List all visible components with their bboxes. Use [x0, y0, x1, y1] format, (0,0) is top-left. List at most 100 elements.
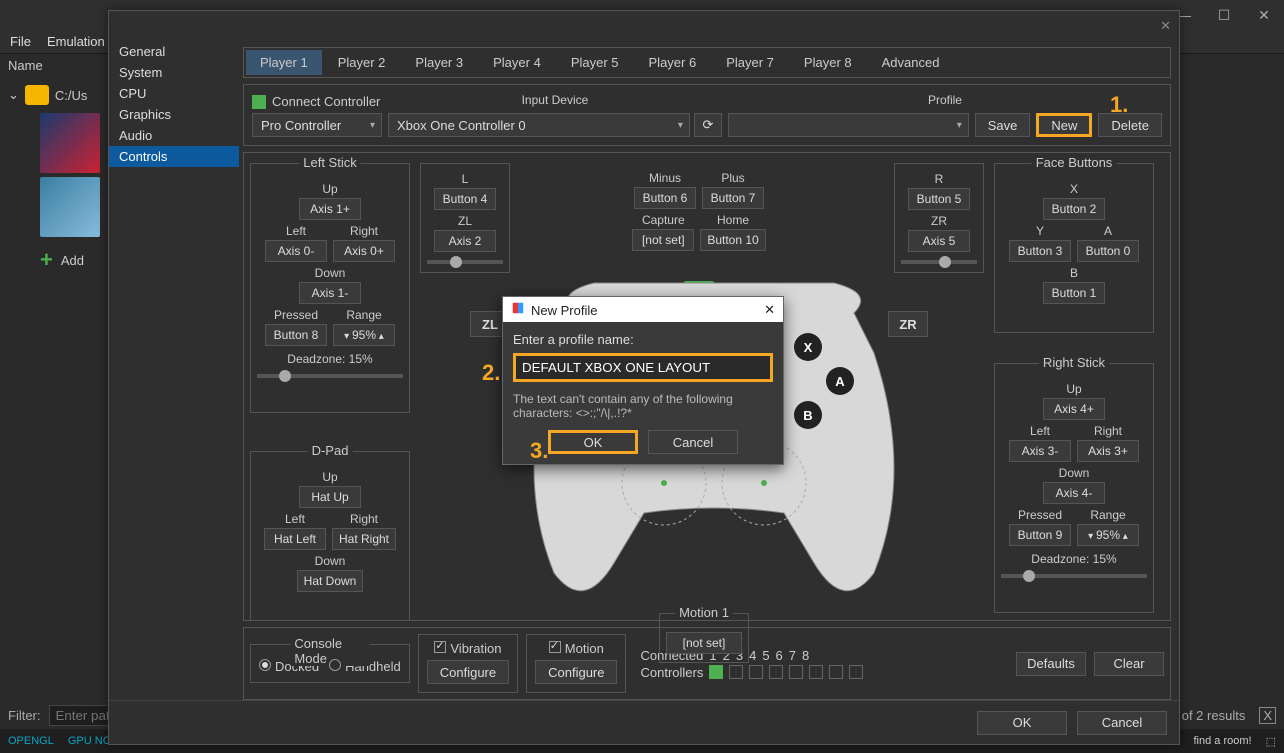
motion-check[interactable]: Motion	[549, 641, 604, 656]
rs-deadzone-slider[interactable]	[1001, 574, 1147, 578]
dp-down-label: Down	[315, 554, 346, 568]
cc-sq8[interactable]	[849, 665, 863, 679]
capture-bind[interactable]: [not set]	[632, 229, 694, 251]
y-bind[interactable]: Button 3	[1009, 240, 1071, 262]
motion-configure-button[interactable]: Configure	[535, 660, 617, 684]
settings-titlebar: ✕	[109, 11, 1179, 41]
bg-left-panel: Name ⌄ C:/Us + Add	[0, 54, 110, 753]
tab-player1[interactable]: Player 1	[246, 50, 322, 75]
delete-button[interactable]: Delete	[1098, 113, 1162, 137]
r-bind[interactable]: Button 5	[908, 188, 970, 210]
motion-bind[interactable]: [not set]	[666, 632, 742, 654]
tab-player2[interactable]: Player 2	[324, 50, 400, 75]
ls-right-bind[interactable]: Axis 0+	[333, 240, 395, 262]
nav-controls[interactable]: Controls	[109, 146, 239, 167]
nav-system[interactable]: System	[109, 62, 239, 83]
ls-pressed-bind[interactable]: Button 8	[265, 324, 327, 346]
ls-down-bind[interactable]: Axis 1-	[299, 282, 361, 304]
zl-slider[interactable]	[427, 260, 503, 264]
tab-player8[interactable]: Player 8	[790, 50, 866, 75]
l-bind[interactable]: Button 4	[434, 188, 496, 210]
nav-cpu[interactable]: CPU	[109, 83, 239, 104]
menu-file[interactable]: File	[10, 34, 31, 49]
controller-type-select[interactable]: Pro Controller▾	[252, 113, 382, 137]
dp-up-bind[interactable]: Hat Up	[299, 486, 361, 508]
tab-player7[interactable]: Player 7	[712, 50, 788, 75]
ls-left-bind[interactable]: Axis 0-	[265, 240, 327, 262]
minus-bind[interactable]: Button 6	[634, 187, 696, 209]
settings-close-icon[interactable]: ✕	[1160, 18, 1171, 34]
dp-down-bind[interactable]: Hat Down	[297, 570, 364, 592]
plus-bind[interactable]: Button 7	[702, 187, 764, 209]
rs-right-bind[interactable]: Axis 3+	[1077, 440, 1139, 462]
menu-emulation[interactable]: Emulation	[47, 34, 105, 49]
rs-range-bind[interactable]: ▾ 95% ▴	[1077, 524, 1139, 546]
cc-sq7[interactable]	[829, 665, 843, 679]
x-bind[interactable]: Button 2	[1043, 198, 1105, 220]
nav-graphics[interactable]: Graphics	[109, 104, 239, 125]
cc-sq6[interactable]	[809, 665, 823, 679]
dp-up-label: Up	[322, 470, 337, 484]
np-cancel-button[interactable]: Cancel	[648, 430, 738, 454]
settings-cancel-button[interactable]: Cancel	[1077, 711, 1167, 735]
refresh-button[interactable]: ⟳	[694, 113, 722, 137]
clear-button[interactable]: Clear	[1094, 652, 1164, 676]
clear-filter-icon[interactable]: X	[1259, 707, 1276, 724]
status-room[interactable]: find a room!	[1194, 735, 1252, 747]
tab-player5[interactable]: Player 5	[557, 50, 633, 75]
save-button[interactable]: Save	[975, 113, 1031, 137]
ls-up-bind[interactable]: Axis 1+	[299, 198, 361, 220]
settings-footer: OK Cancel	[109, 700, 1179, 744]
home-bind[interactable]: Button 10	[700, 229, 765, 251]
ls-deadzone-slider[interactable]	[257, 374, 403, 378]
cc-sq5[interactable]	[789, 665, 803, 679]
a-label: A	[1104, 224, 1112, 238]
profile-select[interactable]: ▾	[728, 113, 969, 137]
annotation-3: 3.	[530, 438, 548, 464]
input-device-select[interactable]: Xbox One Controller 0▾	[388, 113, 690, 137]
zr-bind[interactable]: Axis 5	[908, 230, 970, 252]
tab-player4[interactable]: Player 4	[479, 50, 555, 75]
a-bind[interactable]: Button 0	[1077, 240, 1139, 262]
b-bind[interactable]: Button 1	[1043, 282, 1105, 304]
name-header: Name	[0, 54, 110, 77]
rs-up-bind[interactable]: Axis 4+	[1043, 398, 1105, 420]
ls-pressed-label: Pressed	[274, 308, 318, 322]
game-thumb-1[interactable]	[40, 113, 100, 173]
cc-sq3[interactable]	[749, 665, 763, 679]
new-button[interactable]: New	[1036, 113, 1092, 137]
tab-player6[interactable]: Player 6	[635, 50, 711, 75]
tab-advanced[interactable]: Advanced	[868, 50, 954, 75]
ls-range-bind[interactable]: ▾ 95% ▴	[333, 324, 395, 346]
np-close-icon[interactable]: ✕	[764, 302, 775, 318]
console-mode-group: Console Mode Docked Handheld	[250, 644, 410, 683]
cc-sq1[interactable]	[709, 665, 723, 679]
rs-down-bind[interactable]: Axis 4-	[1043, 482, 1105, 504]
defaults-button[interactable]: Defaults	[1016, 652, 1086, 676]
cc-sq4[interactable]	[769, 665, 783, 679]
rs-pressed-bind[interactable]: Button 9	[1009, 524, 1071, 546]
dp-left-bind[interactable]: Hat Left	[264, 528, 326, 550]
maximize-icon[interactable]: ☐	[1204, 7, 1244, 24]
cc-sq2[interactable]	[729, 665, 743, 679]
add-row[interactable]: + Add	[40, 247, 110, 273]
zr-label: ZR	[931, 214, 947, 228]
np-name-input[interactable]	[513, 353, 773, 382]
folder-row[interactable]: ⌄ C:/Us	[0, 81, 110, 109]
nav-general[interactable]: General	[109, 41, 239, 62]
close-icon[interactable]: ✕	[1244, 7, 1284, 24]
dp-right-bind[interactable]: Hat Right	[332, 528, 396, 550]
vibration-configure-button[interactable]: Configure	[427, 660, 509, 684]
l-label: L	[462, 172, 469, 186]
home-label: Home	[717, 213, 749, 227]
settings-ok-button[interactable]: OK	[977, 711, 1067, 735]
np-ok-button[interactable]: OK	[548, 430, 638, 454]
zl-bind[interactable]: Axis 2	[434, 230, 496, 252]
tab-player3[interactable]: Player 3	[401, 50, 477, 75]
vibration-check[interactable]: Vibration	[434, 641, 501, 656]
game-thumb-2[interactable]	[40, 177, 100, 237]
dp-left-label: Left	[285, 512, 305, 526]
zr-slider[interactable]	[901, 260, 977, 264]
nav-audio[interactable]: Audio	[109, 125, 239, 146]
rs-left-bind[interactable]: Axis 3-	[1009, 440, 1071, 462]
